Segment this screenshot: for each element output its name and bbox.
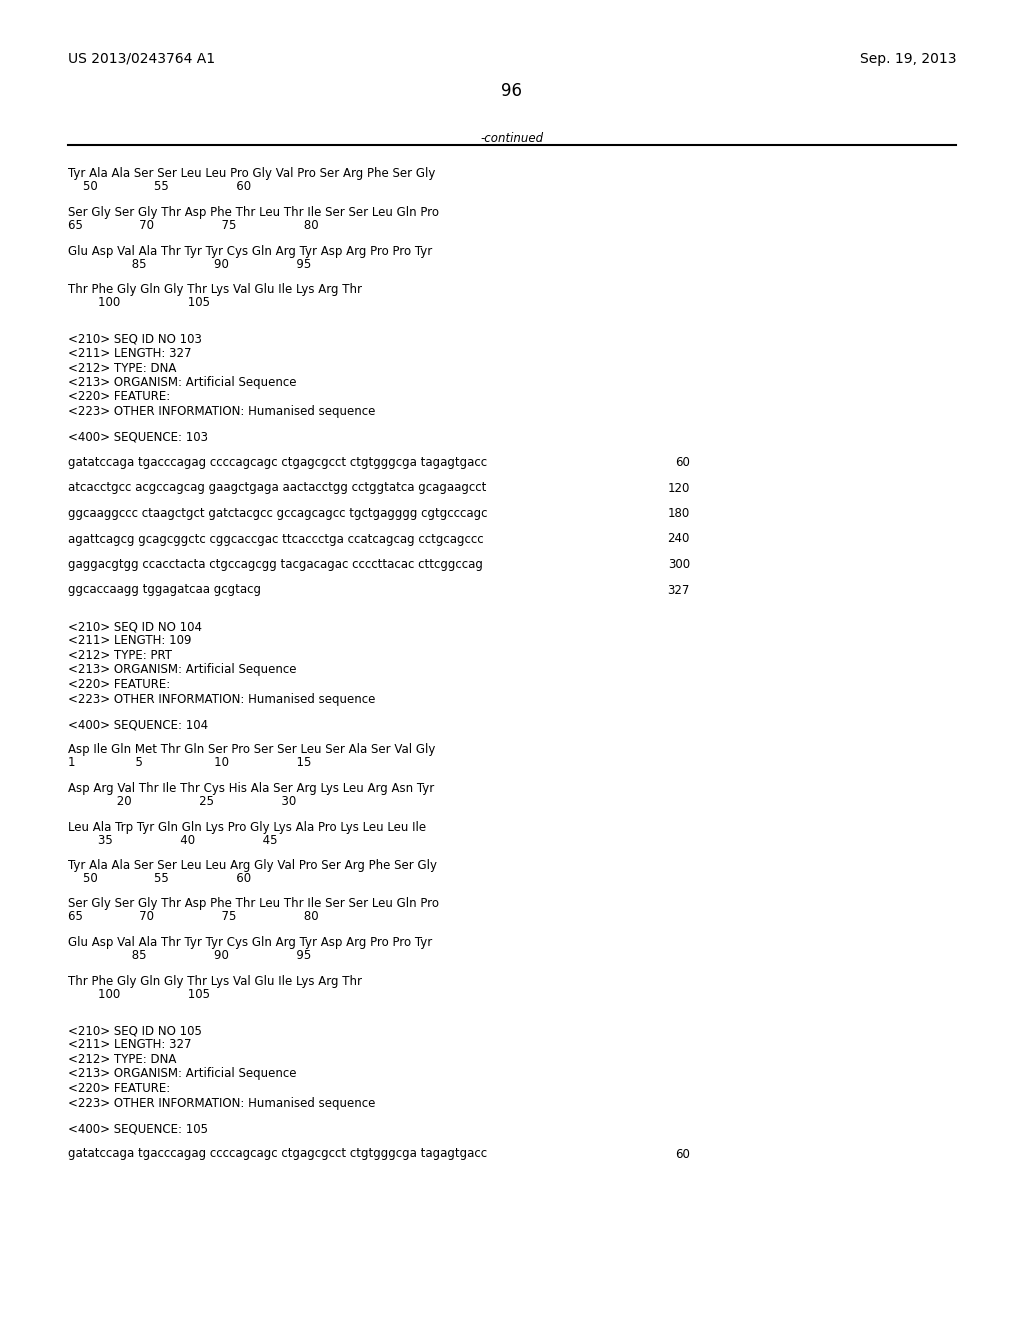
Text: <212> TYPE: DNA: <212> TYPE: DNA xyxy=(68,362,176,375)
Text: 300: 300 xyxy=(668,558,690,572)
Text: <212> TYPE: PRT: <212> TYPE: PRT xyxy=(68,649,172,663)
Text: Asp Arg Val Thr Ile Thr Cys His Ala Ser Arg Lys Leu Arg Asn Tyr: Asp Arg Val Thr Ile Thr Cys His Ala Ser … xyxy=(68,781,434,795)
Text: Thr Phe Gly Gln Gly Thr Lys Val Glu Ile Lys Arg Thr: Thr Phe Gly Gln Gly Thr Lys Val Glu Ile … xyxy=(68,282,362,296)
Text: <223> OTHER INFORMATION: Humanised sequence: <223> OTHER INFORMATION: Humanised seque… xyxy=(68,1097,376,1110)
Text: <220> FEATURE:: <220> FEATURE: xyxy=(68,678,170,690)
Text: 180: 180 xyxy=(668,507,690,520)
Text: 50               55                  60: 50 55 60 xyxy=(68,181,251,194)
Text: <213> ORGANISM: Artificial Sequence: <213> ORGANISM: Artificial Sequence xyxy=(68,664,297,676)
Text: Glu Asp Val Ala Thr Tyr Tyr Cys Gln Arg Tyr Asp Arg Pro Pro Tyr: Glu Asp Val Ala Thr Tyr Tyr Cys Gln Arg … xyxy=(68,936,432,949)
Text: 100                  105: 100 105 xyxy=(68,296,210,309)
Text: <400> SEQUENCE: 103: <400> SEQUENCE: 103 xyxy=(68,430,208,444)
Text: 96: 96 xyxy=(502,82,522,100)
Text: <213> ORGANISM: Artificial Sequence: <213> ORGANISM: Artificial Sequence xyxy=(68,376,297,389)
Text: 60: 60 xyxy=(675,455,690,469)
Text: <210> SEQ ID NO 105: <210> SEQ ID NO 105 xyxy=(68,1024,202,1038)
Text: ggcaaggccc ctaagctgct gatctacgcc gccagcagcc tgctgagggg cgtgcccagc: ggcaaggccc ctaagctgct gatctacgcc gccagca… xyxy=(68,507,487,520)
Text: Thr Phe Gly Gln Gly Thr Lys Val Glu Ile Lys Arg Thr: Thr Phe Gly Gln Gly Thr Lys Val Glu Ile … xyxy=(68,974,362,987)
Text: <223> OTHER INFORMATION: Humanised sequence: <223> OTHER INFORMATION: Humanised seque… xyxy=(68,405,376,418)
Text: ggcaccaagg tggagatcaa gcgtacg: ggcaccaagg tggagatcaa gcgtacg xyxy=(68,583,261,597)
Text: agattcagcg gcagcggctc cggcaccgac ttcaccctga ccatcagcag cctgcagccc: agattcagcg gcagcggctc cggcaccgac ttcaccc… xyxy=(68,532,483,545)
Text: <223> OTHER INFORMATION: Humanised sequence: <223> OTHER INFORMATION: Humanised seque… xyxy=(68,693,376,705)
Text: 100                  105: 100 105 xyxy=(68,987,210,1001)
Text: <210> SEQ ID NO 104: <210> SEQ ID NO 104 xyxy=(68,620,202,634)
Text: Ser Gly Ser Gly Thr Asp Phe Thr Leu Thr Ile Ser Ser Leu Gln Pro: Ser Gly Ser Gly Thr Asp Phe Thr Leu Thr … xyxy=(68,898,439,911)
Text: 120: 120 xyxy=(668,482,690,495)
Text: 240: 240 xyxy=(668,532,690,545)
Text: <220> FEATURE:: <220> FEATURE: xyxy=(68,391,170,404)
Text: Sep. 19, 2013: Sep. 19, 2013 xyxy=(859,51,956,66)
Text: <211> LENGTH: 327: <211> LENGTH: 327 xyxy=(68,347,191,360)
Text: 20                  25                  30: 20 25 30 xyxy=(68,795,296,808)
Text: <400> SEQUENCE: 105: <400> SEQUENCE: 105 xyxy=(68,1122,208,1135)
Text: <212> TYPE: DNA: <212> TYPE: DNA xyxy=(68,1053,176,1067)
Text: Tyr Ala Ala Ser Ser Leu Leu Arg Gly Val Pro Ser Arg Phe Ser Gly: Tyr Ala Ala Ser Ser Leu Leu Arg Gly Val … xyxy=(68,859,437,873)
Text: <211> LENGTH: 327: <211> LENGTH: 327 xyxy=(68,1039,191,1052)
Text: 327: 327 xyxy=(668,583,690,597)
Text: -continued: -continued xyxy=(480,132,544,145)
Text: Ser Gly Ser Gly Thr Asp Phe Thr Leu Thr Ile Ser Ser Leu Gln Pro: Ser Gly Ser Gly Thr Asp Phe Thr Leu Thr … xyxy=(68,206,439,219)
Text: Leu Ala Trp Tyr Gln Gln Lys Pro Gly Lys Ala Pro Lys Leu Leu Ile: Leu Ala Trp Tyr Gln Gln Lys Pro Gly Lys … xyxy=(68,821,426,833)
Text: 1                5                   10                  15: 1 5 10 15 xyxy=(68,756,311,770)
Text: <400> SEQUENCE: 104: <400> SEQUENCE: 104 xyxy=(68,718,208,731)
Text: gatatccaga tgacccagag ccccagcagc ctgagcgcct ctgtgggcga tagagtgacc: gatatccaga tgacccagag ccccagcagc ctgagcg… xyxy=(68,1147,487,1160)
Text: <220> FEATURE:: <220> FEATURE: xyxy=(68,1082,170,1096)
Text: <211> LENGTH: 109: <211> LENGTH: 109 xyxy=(68,635,191,648)
Text: 85                  90                  95: 85 90 95 xyxy=(68,949,311,962)
Text: 50               55                  60: 50 55 60 xyxy=(68,873,251,884)
Text: 85                  90                  95: 85 90 95 xyxy=(68,257,311,271)
Text: Glu Asp Val Ala Thr Tyr Tyr Cys Gln Arg Tyr Asp Arg Pro Pro Tyr: Glu Asp Val Ala Thr Tyr Tyr Cys Gln Arg … xyxy=(68,244,432,257)
Text: Asp Ile Gln Met Thr Gln Ser Pro Ser Ser Leu Ser Ala Ser Val Gly: Asp Ile Gln Met Thr Gln Ser Pro Ser Ser … xyxy=(68,743,435,756)
Text: <213> ORGANISM: Artificial Sequence: <213> ORGANISM: Artificial Sequence xyxy=(68,1068,297,1081)
Text: 35                  40                  45: 35 40 45 xyxy=(68,833,278,846)
Text: atcacctgcc acgccagcag gaagctgaga aactacctgg cctggtatca gcagaagcct: atcacctgcc acgccagcag gaagctgaga aactacc… xyxy=(68,482,486,495)
Text: <210> SEQ ID NO 103: <210> SEQ ID NO 103 xyxy=(68,333,202,346)
Text: gaggacgtgg ccacctacta ctgccagcgg tacgacagac ccccttacac cttcggccag: gaggacgtgg ccacctacta ctgccagcgg tacgaca… xyxy=(68,558,483,572)
Text: 60: 60 xyxy=(675,1147,690,1160)
Text: Tyr Ala Ala Ser Ser Leu Leu Pro Gly Val Pro Ser Arg Phe Ser Gly: Tyr Ala Ala Ser Ser Leu Leu Pro Gly Val … xyxy=(68,168,435,181)
Text: US 2013/0243764 A1: US 2013/0243764 A1 xyxy=(68,51,215,66)
Text: 65               70                  75                  80: 65 70 75 80 xyxy=(68,219,318,232)
Text: gatatccaga tgacccagag ccccagcagc ctgagcgcct ctgtgggcga tagagtgacc: gatatccaga tgacccagag ccccagcagc ctgagcg… xyxy=(68,455,487,469)
Text: 65               70                  75                  80: 65 70 75 80 xyxy=(68,911,318,924)
